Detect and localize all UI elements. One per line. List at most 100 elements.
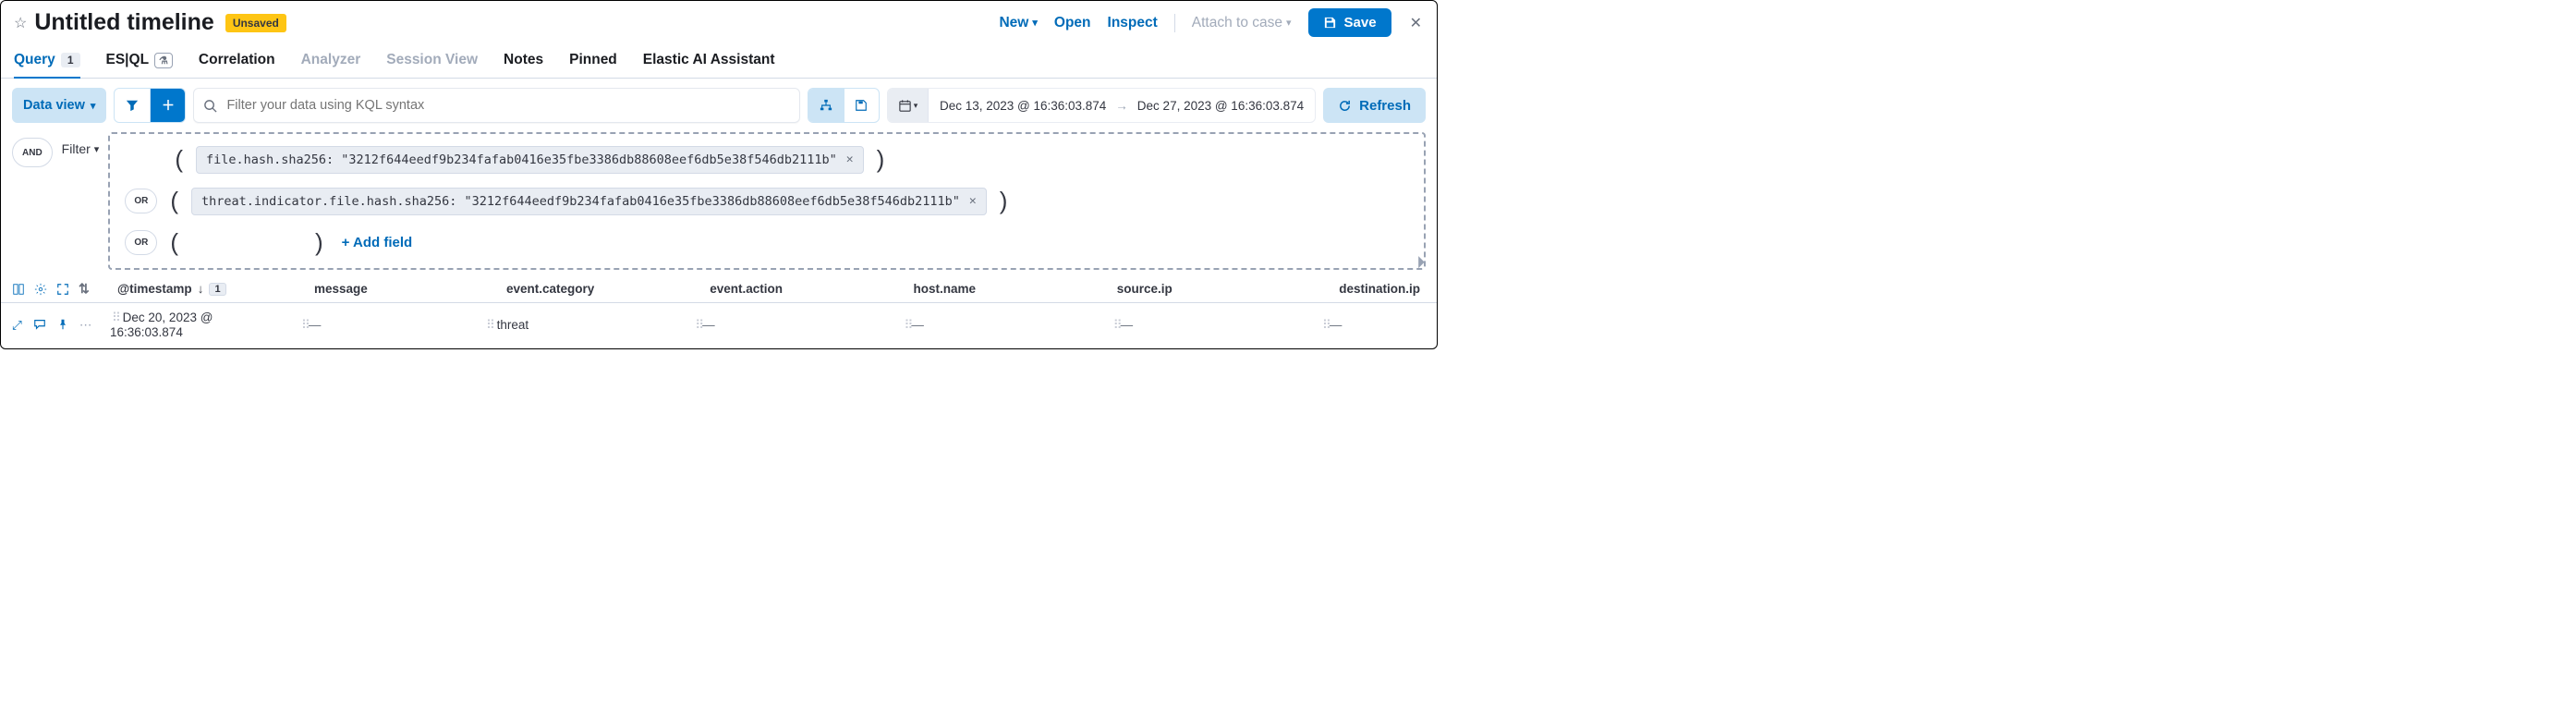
cell-dst: — [1330, 318, 1343, 332]
tab-notes[interactable]: Notes [504, 46, 543, 78]
tab-session-view: Session View [386, 46, 478, 78]
and-operator-pill[interactable]: AND [12, 138, 53, 167]
cell-timestamp: Dec 20, 2023 @ 16:36:03.874 [110, 311, 213, 339]
tab-correlation[interactable]: Correlation [199, 46, 275, 78]
timeline-title: Untitled timeline [34, 9, 213, 36]
favorite-star-icon[interactable]: ☆ [14, 14, 27, 32]
tree-icon [820, 99, 832, 112]
sort-icon[interactable]: ⇅ [79, 281, 90, 297]
filter-funnel-button[interactable] [115, 89, 150, 122]
col-host[interactable]: host.name [908, 282, 1104, 296]
refresh-button[interactable]: Refresh [1323, 88, 1426, 123]
save-button[interactable]: Save [1308, 8, 1391, 37]
data-view-label: Data view [23, 98, 85, 113]
arrow-right-icon: → [1115, 99, 1128, 113]
tab-bar: Query 1 ES|QL ⚗ Correlation Analyzer Sessi… [1, 41, 1437, 79]
expand-icon[interactable]: ⤢ [12, 318, 22, 333]
filter-toggle-group: ＋ [114, 88, 186, 123]
data-view-button[interactable]: Data view ▾ [12, 88, 106, 123]
paren-open: ( [166, 187, 182, 215]
tab-query-label: Query [14, 52, 55, 68]
or-operator-pill[interactable]: OR [125, 230, 157, 255]
drag-handle-icon[interactable]: ⠿ [693, 318, 702, 332]
paren-close: ) [873, 145, 889, 174]
cell-action: — [702, 318, 715, 332]
add-filter-button[interactable]: ＋ [150, 89, 185, 122]
new-label: New [999, 15, 1028, 31]
filter-dropdown[interactable]: Filter▾ [62, 141, 100, 156]
paren-close: ) [311, 228, 327, 257]
results-header: ⇅ @timestamp ↓ 1 message event.category e… [1, 277, 1437, 303]
kql-input[interactable] [226, 98, 790, 113]
tab-esql[interactable]: ES|QL ⚗ [106, 46, 173, 78]
drag-handle-icon[interactable]: ⠿ [1320, 318, 1330, 332]
save-disk-icon [855, 99, 868, 112]
drag-handle-icon[interactable]: ⠿ [110, 311, 119, 324]
chevron-down-icon: ▾ [1286, 17, 1292, 29]
beaker-icon: ⚗ [154, 53, 173, 68]
funnel-icon [126, 99, 139, 112]
date-to: Dec 27, 2023 @ 16:36:03.874 [1137, 99, 1304, 113]
refresh-label: Refresh [1359, 98, 1411, 114]
open-button[interactable]: Open [1054, 15, 1091, 31]
col-category[interactable]: event.category [501, 282, 697, 296]
paren-close: ) [996, 187, 1012, 215]
col-destination-ip[interactable]: destination.ip [1315, 282, 1426, 296]
saved-query-button[interactable] [844, 89, 879, 122]
empty-filter-slot[interactable] [191, 229, 302, 257]
tab-ai-assistant[interactable]: Elastic AI Assistant [643, 46, 775, 78]
table-row: ⤢ ⋯ ⠿ Dec 20, 2023 @ 16:36:03.874 ⠿— ⠿ t… [1, 303, 1437, 348]
drag-handle-icon[interactable]: ⠿ [1112, 318, 1121, 332]
fullscreen-icon[interactable] [56, 283, 69, 296]
sort-priority-badge: 1 [209, 283, 225, 296]
drag-handle-icon[interactable]: ⠿ [903, 318, 912, 332]
resize-handle-icon[interactable]: ◢ [1410, 254, 1425, 269]
sort-desc-icon: ↓ [198, 282, 204, 296]
col-message[interactable]: message [309, 282, 493, 296]
more-actions-icon[interactable]: ⋯ [79, 318, 92, 333]
col-source-ip[interactable]: source.ip [1112, 282, 1307, 296]
filter-chip[interactable]: threat.indicator.file.hash.sha256: "3212… [191, 188, 987, 215]
date-picker[interactable]: ▾ Dec 13, 2023 @ 16:36:03.874 → Dec 27, … [887, 88, 1316, 123]
tab-query-count: 1 [61, 53, 80, 67]
cell-category: threat [497, 318, 529, 332]
remove-filter-icon[interactable]: ✕ [846, 152, 854, 166]
tab-analyzer: Analyzer [301, 46, 361, 78]
gear-icon[interactable] [34, 283, 47, 296]
paren-open: ( [166, 228, 182, 257]
search-icon [203, 99, 217, 113]
divider [1174, 14, 1175, 32]
or-operator-pill[interactable]: OR [125, 189, 157, 213]
tab-esql-label: ES|QL [106, 52, 150, 68]
filter-row-3: OR ( ) + Add field [125, 228, 1409, 257]
filter-label-text: Filter [62, 141, 91, 156]
filter-builder-box: ( file.hash.sha256: "3212f644eedf9b234fa… [108, 132, 1426, 270]
chevron-down-icon: ▾ [94, 143, 100, 155]
kql-search-wrap[interactable] [193, 88, 800, 123]
calendar-icon: ▾ [888, 89, 929, 122]
comment-icon[interactable] [33, 318, 46, 333]
col-timestamp-label: @timestamp [117, 282, 192, 296]
tab-pinned[interactable]: Pinned [569, 46, 617, 78]
drag-handle-icon[interactable]: ⠿ [484, 318, 493, 332]
chevron-down-icon: ▾ [91, 100, 96, 112]
columns-icon[interactable] [12, 283, 25, 296]
cell-message: — [309, 318, 322, 332]
close-icon[interactable]: ✕ [1408, 14, 1424, 32]
filter-row-1: ( file.hash.sha256: "3212f644eedf9b234fa… [125, 145, 1409, 174]
remove-filter-icon[interactable]: ✕ [969, 194, 977, 208]
filter-row-2: OR ( threat.indicator.file.hash.sha256: … [125, 187, 1409, 215]
drag-handle-icon[interactable]: ⠿ [299, 318, 309, 332]
tab-query[interactable]: Query 1 [14, 46, 80, 78]
unsaved-badge: Unsaved [225, 14, 286, 32]
add-field-button[interactable]: + Add field [342, 235, 413, 250]
col-action[interactable]: event.action [704, 282, 900, 296]
col-timestamp[interactable]: @timestamp ↓ 1 [112, 282, 301, 296]
builder-view-button[interactable] [808, 89, 844, 122]
filter-chip[interactable]: file.hash.sha256: "3212f644eedf9b234fafa… [196, 146, 864, 174]
attach-to-case-menu[interactable]: Attach to case▾ [1192, 15, 1292, 31]
new-menu[interactable]: New▾ [999, 15, 1037, 31]
pin-icon[interactable] [57, 318, 68, 333]
refresh-icon [1338, 99, 1352, 113]
inspect-button[interactable]: Inspect [1108, 15, 1158, 31]
